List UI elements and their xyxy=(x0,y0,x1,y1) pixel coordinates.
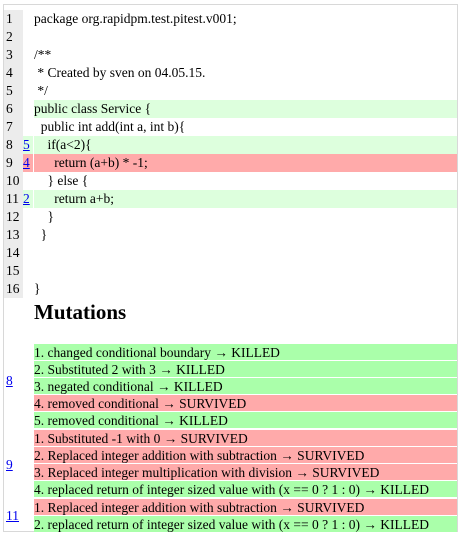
code-text: * Created by sven on 04.05.15. xyxy=(34,65,206,80)
source-line: 10 } else { xyxy=(4,172,457,190)
line-number: 4 xyxy=(4,64,23,82)
code-text xyxy=(34,244,457,262)
source-line: 5 */ xyxy=(4,82,457,100)
line-number: 6 xyxy=(4,100,23,118)
line-number: 11 xyxy=(4,190,23,208)
mutation-count-link xyxy=(23,262,33,280)
code-text: public class Service { xyxy=(34,100,457,118)
line-number: 14 xyxy=(4,244,23,262)
line-number: 15 xyxy=(4,262,23,280)
mutation-count-link xyxy=(23,10,33,28)
line-link[interactable]: 11 xyxy=(6,508,19,523)
source-line: 7 public int add(int a, int b){ xyxy=(4,118,457,136)
mutation-row: 1. changed conditional boundary → KILLED xyxy=(34,344,457,360)
source-line: 15 xyxy=(4,262,457,280)
mutation-row: 3. Replaced integer multiplication with … xyxy=(34,464,457,480)
line-number: 8 xyxy=(4,136,23,154)
source-line: 1 package org.rapidpm.test.pitest.v001; xyxy=(4,10,457,28)
code-text: */ xyxy=(34,83,48,98)
mutation-count-link xyxy=(23,28,33,46)
mutation-row: 2. replaced return of integer sized valu… xyxy=(34,516,457,532)
line-number: 13 xyxy=(4,226,23,244)
code-text xyxy=(34,28,457,46)
mutation-count-link xyxy=(23,100,33,118)
code-text: public int add(int a, int b){ xyxy=(34,119,186,134)
source-line: 2 xyxy=(4,28,457,46)
mutation-count-link[interactable]: 2 xyxy=(23,190,33,208)
mutation-row: 3. negated conditional → KILLED xyxy=(34,378,457,394)
code-text: /** xyxy=(34,47,52,62)
mutation-count-link xyxy=(23,118,33,136)
line-number: 12 xyxy=(4,208,23,226)
mutation-row: 5. removed conditional → KILLED xyxy=(34,412,457,428)
line-number: 9 xyxy=(4,154,23,172)
line-number: 1 xyxy=(4,10,23,28)
mutation-row: 4. removed conditional → SURVIVED xyxy=(34,395,457,411)
code-text: return (a+b) * -1; xyxy=(34,154,457,172)
line-number: 16 xyxy=(4,280,23,298)
code-text: } xyxy=(34,281,41,296)
mutation-count-link xyxy=(23,46,33,64)
source-line: 12 } xyxy=(4,208,457,226)
source-listing: 1 package org.rapidpm.test.pitest.v001; 2 3… xyxy=(4,10,457,298)
line-link[interactable]: 9 xyxy=(6,457,13,472)
code-text: } xyxy=(34,227,48,242)
mutation-row: 2. Substituted 2 with 3 → KILLED xyxy=(34,361,457,377)
code-text: package org.rapidpm.test.pitest.v001; xyxy=(34,11,237,26)
mutation-count-link xyxy=(23,208,33,226)
mutations-heading: Mutations xyxy=(34,300,127,324)
mutation-count-link xyxy=(23,82,33,100)
mutation-row: 2. Replaced integer addition with subtra… xyxy=(34,447,457,463)
line-number: 3 xyxy=(4,46,23,64)
mutation-count-link[interactable]: 5 xyxy=(23,136,33,154)
code-text: if(a<2){ xyxy=(34,136,457,154)
code-text xyxy=(34,262,457,280)
mutation-row: 4. replaced return of integer sized valu… xyxy=(34,481,457,497)
mutation-count-link xyxy=(23,64,33,82)
source-line: 16} xyxy=(4,280,457,298)
mutation-count-link xyxy=(23,226,33,244)
mutation-count-link xyxy=(23,244,33,262)
line-number: 5 xyxy=(4,82,23,100)
mutation-count-link xyxy=(23,172,33,190)
line-number: 2 xyxy=(4,28,23,46)
code-text: } xyxy=(34,209,54,224)
source-line: 13 } xyxy=(4,226,457,244)
mutation-count-link xyxy=(23,280,33,298)
source-line: 6 public class Service { xyxy=(4,100,457,118)
mutation-row: 1. Replaced integer addition with subtra… xyxy=(34,499,457,515)
mutation-count-link[interactable]: 4 xyxy=(23,154,33,172)
mutation-row: 1. Substituted -1 with 0 → SURVIVED xyxy=(34,430,457,446)
source-line: 4 * Created by sven on 04.05.15. xyxy=(4,64,457,82)
line-link[interactable]: 8 xyxy=(6,373,13,388)
code-text: } else { xyxy=(34,173,89,188)
line-number: 7 xyxy=(4,118,23,136)
code-text: return a+b; xyxy=(34,190,457,208)
line-number: 10 xyxy=(4,172,23,190)
source-line: 11 2 return a+b; xyxy=(4,190,457,208)
source-line: 14 xyxy=(4,244,457,262)
source-line: 3 /** xyxy=(4,46,457,64)
